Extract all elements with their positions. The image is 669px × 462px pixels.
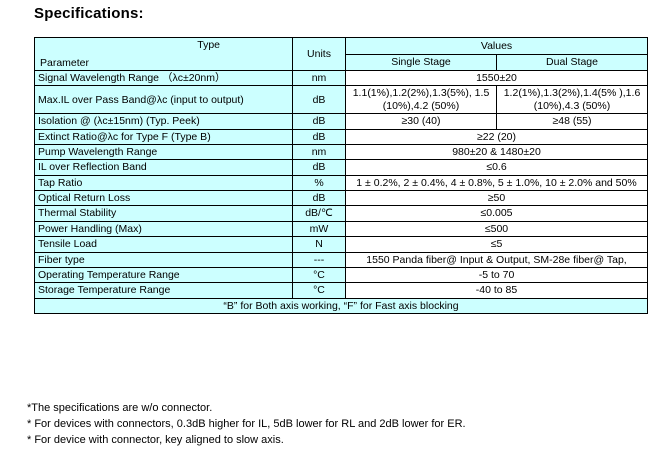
cell-value: 1550 Panda fiber@ Input & Output, SM-28e… — [344, 251, 649, 268]
header-label-parameter: Parameter — [40, 56, 90, 69]
cell-value: ≤0.005 — [344, 205, 649, 222]
cell-value: 980±20 & 1480±20 — [344, 143, 649, 161]
cell-units: dB — [292, 128, 346, 145]
cell-parameter: Extinct Ratio@λc for Type F (Type B) — [34, 128, 293, 145]
cell-value: ≥22 (20) — [344, 128, 649, 145]
table-row: Max.IL over Pass Band@λc (input to outpu… — [34, 85, 649, 115]
cell-value-dual-stage: ≥48 (55) — [495, 113, 649, 130]
footnote-line: *The specifications are w/o connector. — [27, 402, 213, 414]
table-row: Tap Ratio% 1 ± 0.2%, 2 ± 0.4%, 4 ± 0.8%, … — [34, 174, 649, 192]
cell-units: --- — [292, 251, 346, 268]
cell-value: -40 to 85 — [344, 282, 649, 299]
table-row: Isolation @ (λc±15nm) (Typ. Peek) dB ≥30 (… — [34, 113, 649, 130]
header-cell-single-stage: Single Stage — [345, 53, 497, 71]
footnote-line: * For devices with connectors, 0.3dB hig… — [27, 417, 466, 430]
cell-parameter: Thermal Stability — [34, 205, 293, 222]
cell-parameter: Signal Wavelength Range （λc±20nm） — [34, 69, 293, 87]
cell-parameter: Tap Ratio — [34, 174, 293, 192]
header-label-type: Type — [197, 39, 220, 51]
table-row: Signal Wavelength Range （λc±20nm） nm 1550±… — [34, 69, 649, 87]
footnotes-block: *The specifications are w/o connector. * … — [27, 401, 657, 449]
header-cell-type-parameter: Type Parameter — [34, 37, 293, 71]
cell-value: -5 to 70 — [344, 266, 649, 284]
cell-units: dB/℃ — [292, 205, 346, 222]
cell-parameter: IL over Reflection Band — [34, 159, 293, 176]
cell-value-single-stage: 1.1(1%),1.2(2%),1.3(5%), 1.5 (10%),4.2 (… — [345, 85, 497, 115]
cell-units: °C — [292, 266, 346, 284]
cell-value: 1550±20 — [344, 69, 649, 87]
cell-parameter: Storage Temperature Range — [34, 282, 293, 299]
cell-units: nm — [292, 69, 346, 87]
table-row: Pump Wavelength Range nm 980±20 & 1480±20 — [34, 143, 649, 161]
cell-parameter: Optical Return Loss — [34, 189, 293, 207]
table-row: Extinct Ratio@λc for Type F (Type B) dB ≥2… — [34, 128, 649, 145]
footer-note-text: “B” for Both axis working, “F” for Fast … — [33, 297, 649, 315]
cell-parameter: Isolation @ (λc±15nm) (Typ. Peek) — [34, 113, 293, 130]
table-row: Fiber type --- 1550 Panda fiber@ Input & O… — [34, 251, 649, 268]
table-footer: “B” for Both axis working, “F” for Fast … — [33, 297, 649, 315]
cell-units: nm — [292, 143, 346, 161]
table-row: Optical Return Loss dB ≥50 — [34, 189, 649, 207]
cell-value: ≤5 — [344, 236, 649, 253]
cell-parameter: Tensile Load — [34, 236, 293, 253]
cell-parameter: Pump Wavelength Range — [34, 143, 293, 161]
header-row-bottom: Single Stage Dual Stage — [35, 53, 649, 71]
header-cell-dual-stage: Dual Stage — [495, 53, 649, 71]
cell-parameter: Fiber type — [34, 251, 293, 268]
cell-parameter: Max.IL over Pass Band@λc (input to outpu… — [34, 85, 293, 115]
table-row: Thermal Stability dB/℃ ≤0.005 — [34, 205, 649, 222]
cell-value-dual-stage: 1.2(1%),1.3(2%),1.4(5% ),1.6 (10%),4.3 (… — [495, 85, 649, 115]
table-row: Operating Temperature Range °C -5 to 70 — [34, 266, 649, 284]
cell-value: ≤500 — [344, 220, 649, 238]
cell-value-single-stage: ≥30 (40) — [345, 113, 497, 130]
cell-parameter: Operating Temperature Range — [34, 266, 293, 284]
cell-value: 1 ± 0.2%, 2 ± 0.4%, 4 ± 0.8%, 5 ± 1.0%, … — [344, 174, 649, 192]
table-row: IL over Reflection Band dB ≤0.6 — [34, 159, 649, 176]
cell-units: N — [292, 236, 346, 253]
cell-units: dB — [292, 189, 346, 207]
table-row: Tensile Load N ≤5 — [34, 236, 649, 253]
cell-units: dB — [292, 159, 346, 176]
specifications-table: Type Parameter Units Values Single Stage… — [33, 37, 649, 315]
table-body: Signal Wavelength Range （λc±20nm） nm 1550±… — [34, 69, 649, 299]
table-header: Type Parameter Units Values Single Stage… — [34, 37, 649, 71]
cell-value: ≤0.6 — [344, 159, 649, 176]
table-row: Power Handling (Max) mW ≤500 — [34, 220, 649, 238]
cell-units: dB — [292, 113, 346, 130]
cell-units: % — [292, 174, 346, 192]
header-row-top: Type Parameter Units Values — [34, 37, 649, 71]
cell-parameter: Power Handling (Max) — [34, 220, 293, 238]
cell-units: °C — [292, 282, 346, 299]
cell-value: ≥50 — [344, 189, 649, 207]
cell-units: mW — [292, 220, 346, 238]
cell-units: dB — [292, 85, 346, 115]
page-title: Specifications: — [34, 5, 144, 22]
table-row: Storage Temperature Range °C -40 to 85 — [34, 282, 649, 299]
footer-note-row: “B” for Both axis working, “F” for Fast … — [33, 297, 649, 315]
header-cell-units: Units — [292, 37, 346, 71]
footnote-line: * For device with connector, key aligned… — [27, 433, 284, 446]
header-cell-values: Values — [344, 37, 649, 55]
